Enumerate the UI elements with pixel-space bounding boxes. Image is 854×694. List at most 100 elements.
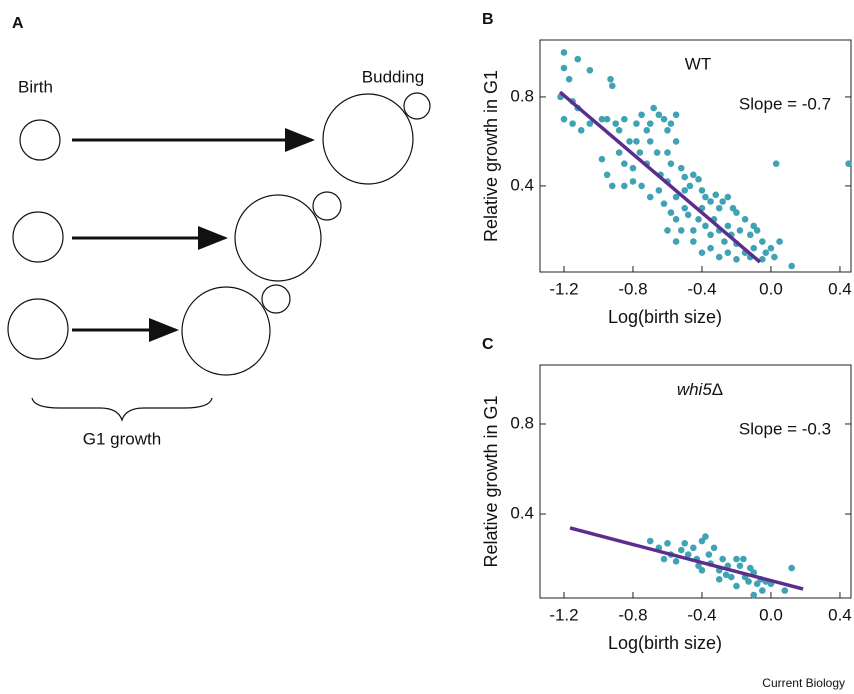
x-tick-label: -1.2 — [549, 279, 578, 298]
point — [710, 544, 718, 552]
point — [603, 171, 611, 179]
point — [736, 227, 744, 234]
point — [646, 120, 654, 127]
point — [569, 120, 576, 127]
x-tick-label: -0.8 — [618, 605, 647, 624]
point — [586, 66, 594, 74]
budding-label: Budding — [362, 67, 424, 86]
point — [646, 138, 654, 145]
point — [621, 160, 628, 167]
plot-frame — [539, 364, 852, 599]
point — [767, 244, 775, 252]
point — [759, 587, 766, 594]
panel-a: A Birth Budding G1 growth — [7, 15, 431, 448]
point — [750, 222, 758, 230]
slope-label: Slope = -0.3 — [739, 419, 831, 438]
point — [686, 182, 694, 190]
point — [771, 253, 778, 261]
point — [677, 164, 685, 172]
x-tick-label: 0.4 — [828, 605, 852, 624]
point — [776, 238, 783, 245]
point — [705, 551, 713, 558]
point — [650, 104, 657, 112]
point — [745, 578, 752, 585]
point — [633, 120, 640, 127]
point — [690, 171, 697, 179]
point — [621, 115, 628, 123]
brace — [31, 397, 213, 422]
point — [603, 115, 611, 123]
point — [681, 173, 689, 181]
point — [695, 215, 702, 223]
point — [781, 587, 789, 594]
point — [845, 160, 852, 167]
footer: Current Biology — [762, 676, 845, 690]
point — [733, 582, 740, 590]
point — [759, 238, 766, 245]
annotation: whi5Δ — [677, 380, 723, 399]
point — [707, 244, 714, 252]
cell — [234, 194, 322, 282]
point — [684, 551, 692, 558]
x-tick-label: -0.8 — [618, 279, 647, 298]
point — [586, 120, 594, 127]
point — [615, 149, 623, 156]
point — [724, 222, 732, 230]
g1-growth-label: G1 growth — [83, 429, 161, 448]
point — [724, 193, 732, 201]
point — [638, 111, 645, 119]
point — [750, 244, 758, 252]
point — [698, 537, 706, 545]
point — [574, 55, 582, 63]
cell — [19, 119, 61, 161]
point — [577, 127, 585, 134]
x-tick-label: -0.4 — [687, 279, 716, 298]
point — [629, 178, 637, 185]
point — [733, 555, 740, 563]
point — [560, 115, 568, 123]
point — [707, 231, 714, 239]
point — [750, 591, 758, 599]
point — [629, 164, 637, 172]
point — [672, 138, 680, 145]
point — [565, 75, 573, 83]
point — [664, 227, 671, 234]
point — [560, 64, 568, 72]
point — [664, 539, 671, 547]
point — [667, 120, 675, 127]
point — [698, 249, 706, 256]
point — [608, 82, 616, 90]
point — [753, 227, 761, 234]
point — [712, 191, 720, 199]
point — [681, 539, 689, 547]
plot-frame — [539, 39, 852, 273]
annotation-italic: whi5 — [677, 380, 713, 399]
point — [753, 580, 761, 588]
point — [607, 75, 614, 83]
point — [702, 533, 709, 540]
y-tick-label: 0.4 — [510, 504, 534, 523]
point — [695, 175, 702, 183]
point — [672, 111, 680, 119]
point — [724, 249, 732, 256]
point — [633, 138, 640, 145]
point — [698, 187, 706, 194]
fit-line — [569, 526, 804, 591]
point — [677, 227, 685, 234]
point — [667, 209, 675, 216]
point — [762, 249, 770, 256]
point — [672, 238, 680, 245]
point — [707, 198, 714, 205]
point — [702, 222, 709, 230]
y-tick-label: 0.8 — [510, 413, 534, 432]
panel-letter: C — [482, 336, 494, 353]
point — [655, 187, 663, 194]
point — [660, 555, 668, 563]
point — [741, 215, 749, 223]
point — [646, 193, 654, 201]
annotation: WT — [685, 54, 711, 73]
point — [615, 127, 623, 134]
point — [721, 238, 728, 245]
bud — [312, 191, 342, 221]
cell — [12, 211, 64, 263]
